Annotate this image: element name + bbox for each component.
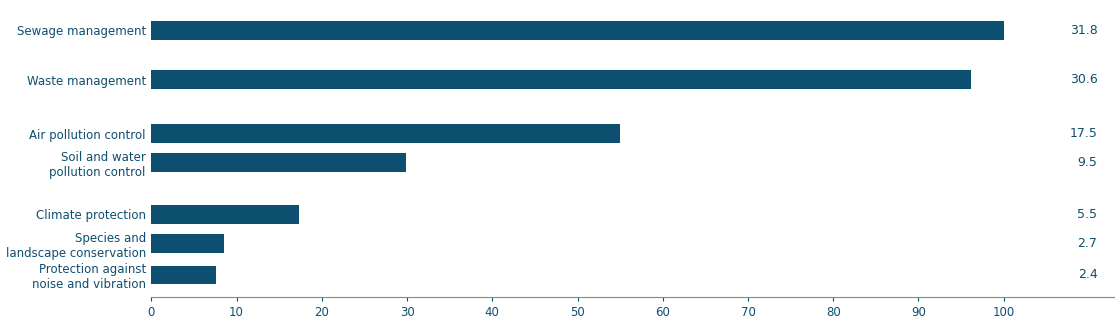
Bar xyxy=(151,266,216,284)
Bar xyxy=(151,21,1004,40)
Text: 9.5: 9.5 xyxy=(1077,156,1098,169)
Bar xyxy=(151,205,299,224)
Text: 31.8: 31.8 xyxy=(1070,24,1098,37)
Text: 2.4: 2.4 xyxy=(1077,268,1098,281)
Bar xyxy=(151,70,971,89)
Bar xyxy=(151,124,620,143)
Text: 5.5: 5.5 xyxy=(1077,208,1098,221)
Text: 30.6: 30.6 xyxy=(1070,73,1098,86)
Bar xyxy=(151,234,224,253)
Text: 17.5: 17.5 xyxy=(1070,127,1098,140)
Text: 2.7: 2.7 xyxy=(1077,237,1098,250)
Bar xyxy=(151,153,405,172)
